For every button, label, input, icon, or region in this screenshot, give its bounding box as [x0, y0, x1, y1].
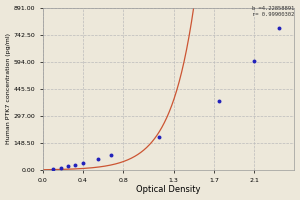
- Point: [252, 59, 256, 62]
- Point: [65, 165, 70, 168]
- Point: [81, 161, 85, 165]
- Point: [50, 168, 55, 171]
- X-axis label: Optical Density: Optical Density: [136, 185, 201, 194]
- Point: [73, 163, 77, 167]
- Y-axis label: Human PTK7 concentration (pg/ml): Human PTK7 concentration (pg/ml): [6, 33, 10, 144]
- Point: [156, 136, 161, 139]
- Point: [277, 26, 282, 29]
- Text: b =4.22858891
r= 0.99900302: b =4.22858891 r= 0.99900302: [252, 6, 294, 17]
- Point: [109, 154, 114, 157]
- Point: [217, 99, 221, 102]
- Point: [58, 167, 63, 170]
- Point: [96, 157, 100, 161]
